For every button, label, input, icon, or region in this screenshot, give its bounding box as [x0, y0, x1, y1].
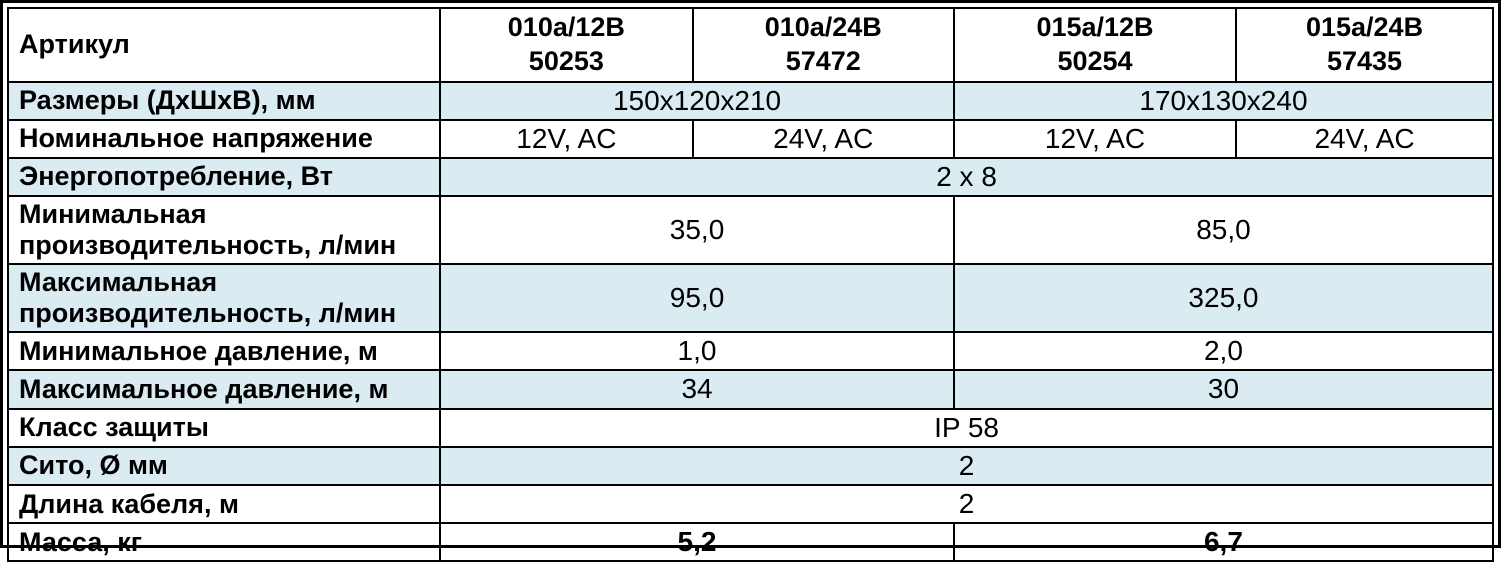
cell-value: 150x120x210 — [439, 80, 955, 121]
table-row-dimensions: Размеры (ДхШхВ), мм 150x120x210 170x130x… — [6, 80, 1495, 121]
row-label: Энергопотребление, Вт — [6, 156, 442, 198]
model-name: 010a/24В — [764, 12, 882, 42]
table-row-voltage: Номинальное напряжение 12V, AC 24V, AC 1… — [6, 118, 1494, 159]
row-label: Сито, Ø мм — [6, 445, 442, 487]
article-number: 57435 — [1326, 45, 1403, 76]
row-label: Номинальное напряжение — [6, 118, 442, 159]
cell-value: 24V, AC — [691, 118, 955, 159]
header-cell-015a-12v: 015a/12В 50254 — [952, 7, 1238, 83]
cell-value: 170x130x240 — [952, 80, 1495, 121]
table-row-power-consumption: Энергопотребление, Вт 2 x 8 — [6, 156, 1494, 198]
table-row-max-flow: Максимальная производительность, л/мин 9… — [6, 263, 1495, 334]
cell-value: 95,0 — [439, 263, 955, 334]
cell-value: 6,7 — [952, 522, 1495, 562]
cell-value: 325,0 — [952, 263, 1495, 334]
table-row-protection-class: Класс защиты IP 58 — [6, 407, 1494, 448]
table-row-min-flow: Минимальная производительность, л/мин 35… — [6, 195, 1495, 266]
model-name: 010a/12В — [507, 12, 625, 42]
row-label: Минимальная производительность, л/мин — [6, 195, 442, 266]
cell-value: 35,0 — [439, 195, 955, 266]
cell-value: 1,0 — [439, 331, 955, 372]
table-row-sieve: Сито, Ø мм 2 — [6, 445, 1494, 487]
cell-value: 2 — [439, 445, 1494, 487]
article-number: 50253 — [528, 45, 604, 76]
table-row-cable-length: Длина кабеля, м 2 — [6, 483, 1494, 525]
table-row-max-head: Максимальное давление, м 34 30 — [6, 369, 1495, 410]
row-label: Максимальная производительность, л/мин — [6, 263, 442, 334]
table-row-weight: Масса, кг 5,2 6,7 — [6, 522, 1495, 562]
model-name: 015a/24В — [1305, 12, 1424, 42]
model-name: 015a/12В — [1036, 12, 1154, 42]
header-cell-015a-24v: 015a/24В 57435 — [1235, 7, 1494, 83]
table-header-row: Артикул 010a/12В 50253 010a/24В 57472 01… — [6, 7, 1494, 83]
cell-value: 30 — [952, 369, 1495, 410]
cell-value: 12V, AC — [439, 118, 694, 159]
cell-value: 2 — [439, 483, 1494, 525]
row-label: Размеры (ДхШхВ), мм — [6, 80, 442, 121]
row-label: Масса, кг — [6, 522, 442, 562]
header-cell-010a-12v: 010a/12В 50253 — [439, 7, 694, 83]
row-label: Класс защиты — [6, 407, 442, 448]
header-cell-010a-24v: 010a/24В 57472 — [691, 7, 955, 83]
cell-value: 24V, AC — [1235, 118, 1494, 159]
spec-table: Артикул 010a/12В 50253 010a/24В 57472 01… — [6, 7, 1495, 562]
table-row-min-head: Минимальное давление, м 1,0 2,0 — [6, 331, 1495, 372]
header-label-articul: Артикул — [6, 7, 442, 83]
cell-value: 5,2 — [439, 522, 955, 562]
row-label: Длина кабеля, м — [6, 483, 442, 525]
article-number: 57472 — [785, 45, 861, 76]
row-label: Максимальное давление, м — [6, 369, 442, 410]
cell-value: 34 — [439, 369, 955, 410]
row-label: Минимальное давление, м — [6, 331, 442, 372]
cell-value: 2,0 — [952, 331, 1495, 372]
cell-value: 12V, AC — [952, 118, 1238, 159]
article-number: 50254 — [1057, 45, 1133, 76]
cell-value: IP 58 — [439, 407, 1494, 448]
cell-value: 85,0 — [952, 195, 1495, 266]
cell-value: 2 x 8 — [439, 156, 1494, 198]
